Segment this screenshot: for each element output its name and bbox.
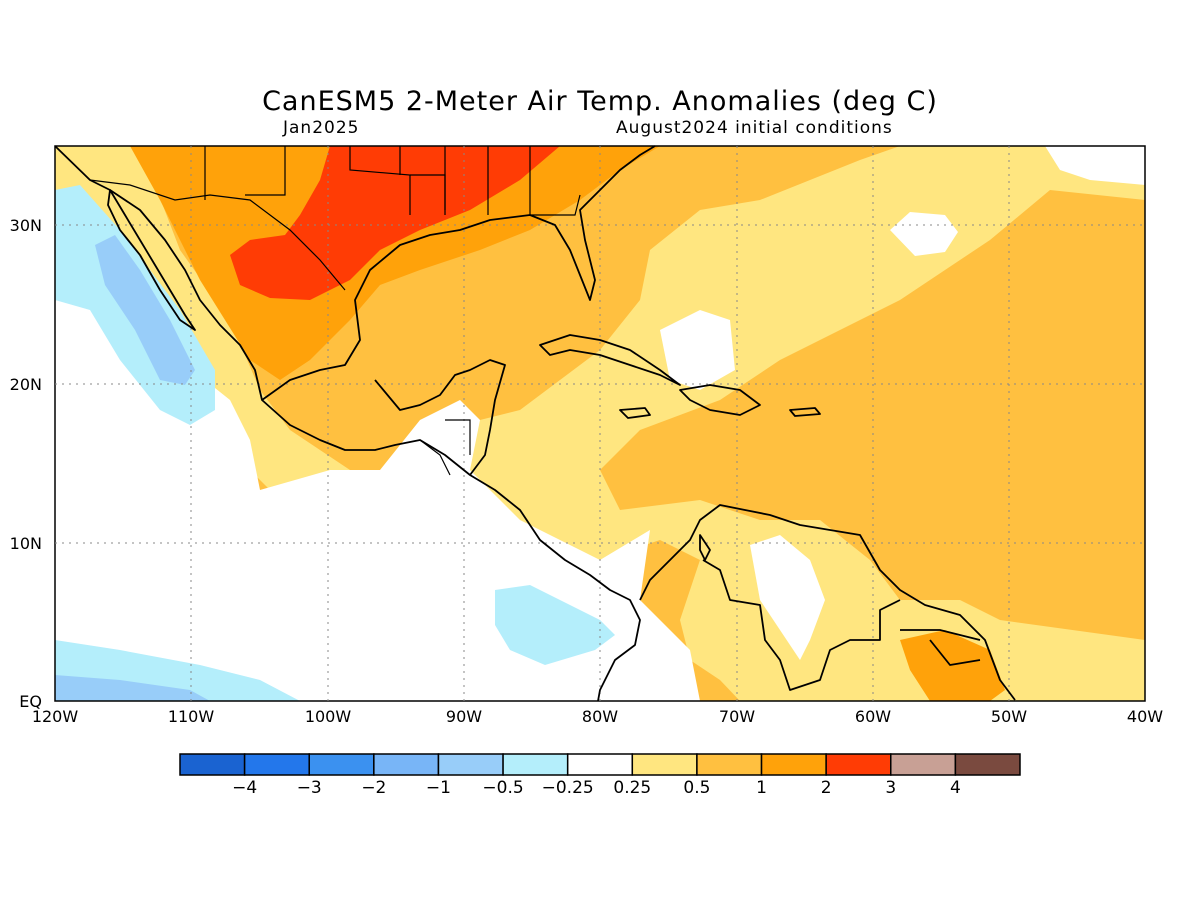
field-neutral-gulf-cuba [660,310,735,390]
field-0.25-0.5-band [55,146,1145,701]
lon-label: 90W [446,707,482,726]
colorbar-label: −0.5 [482,778,523,798]
political-borders [89,146,581,476]
lon-label: 120W [32,707,79,726]
colorbar-swatch [373,753,440,776]
lat-label: 10N [10,534,42,553]
field-cold-eq-pacific [55,675,210,701]
shaded-field [55,146,1145,701]
initial-conditions-label: August2024 initial conditions [616,118,893,138]
colorbar-swatch [308,753,375,776]
field-cool-central-pacific [495,585,615,665]
colorbar-label: −1 [426,778,451,798]
graticule [55,146,1145,701]
colorbar-swatch [179,753,246,776]
map-title: CanESM5 2-Meter Air Temp. Anomalies (deg… [262,86,938,117]
colorbar-label: 0.25 [613,778,651,798]
lon-label: 60W [855,707,891,726]
lat-label: 20N [10,375,42,394]
field-neutral-ne-atlantic [1045,146,1145,185]
colorbar-label: 2 [821,778,832,798]
field-2-3-texas [230,146,560,300]
colorbar-label: 3 [885,778,896,798]
colorbar-label: −2 [361,778,386,798]
colorbar-label: −3 [297,778,322,798]
colorbar-swatch [825,753,892,776]
field-neutral-atlantic [890,212,958,256]
lat-label: 30N [10,216,42,235]
colorbar-swatch [954,753,1021,776]
lon-label: 100W [305,707,352,726]
field-1-2-guiana [900,630,1005,701]
longitude-labels: 120W 110W 100W 90W 80W 70W 60W 50W 40W [32,707,1163,726]
colorbar-swatch [631,753,698,776]
lat-label: EQ [19,692,42,711]
colorbar-label: −0.25 [542,778,594,798]
coastlines [54,145,1016,702]
colorbar-swatch [760,753,827,776]
colorbar-label: 4 [950,778,961,798]
lon-label: 40W [1127,707,1163,726]
lon-label: 50W [991,707,1027,726]
colorbar-swatch [437,753,504,776]
colorbar-swatch [696,753,763,776]
colorbar-swatch [566,753,634,776]
forecast-month: Jan2025 [283,118,360,138]
lon-label: 110W [168,707,215,726]
colorbar-swatch [243,753,310,776]
colorbar-label: 0.5 [683,778,710,798]
field-neutral-venezuela [750,535,825,660]
colorbar-label: −4 [232,778,257,798]
latitude-labels: 30N 20N 10N EQ [10,216,42,711]
lon-label: 70W [719,707,755,726]
colorbar-swatch [502,753,569,776]
colorbar-swatch [890,753,957,776]
field-1-2-us-mexico [130,146,660,380]
field-cold-baja [95,235,195,385]
lon-label: 80W [582,707,618,726]
colorbar-label: 1 [756,778,767,798]
colorbar: −4 −3 −2 −1 −0.5 −0.25 0.25 0.5 1 2 3 4 [179,753,1021,798]
